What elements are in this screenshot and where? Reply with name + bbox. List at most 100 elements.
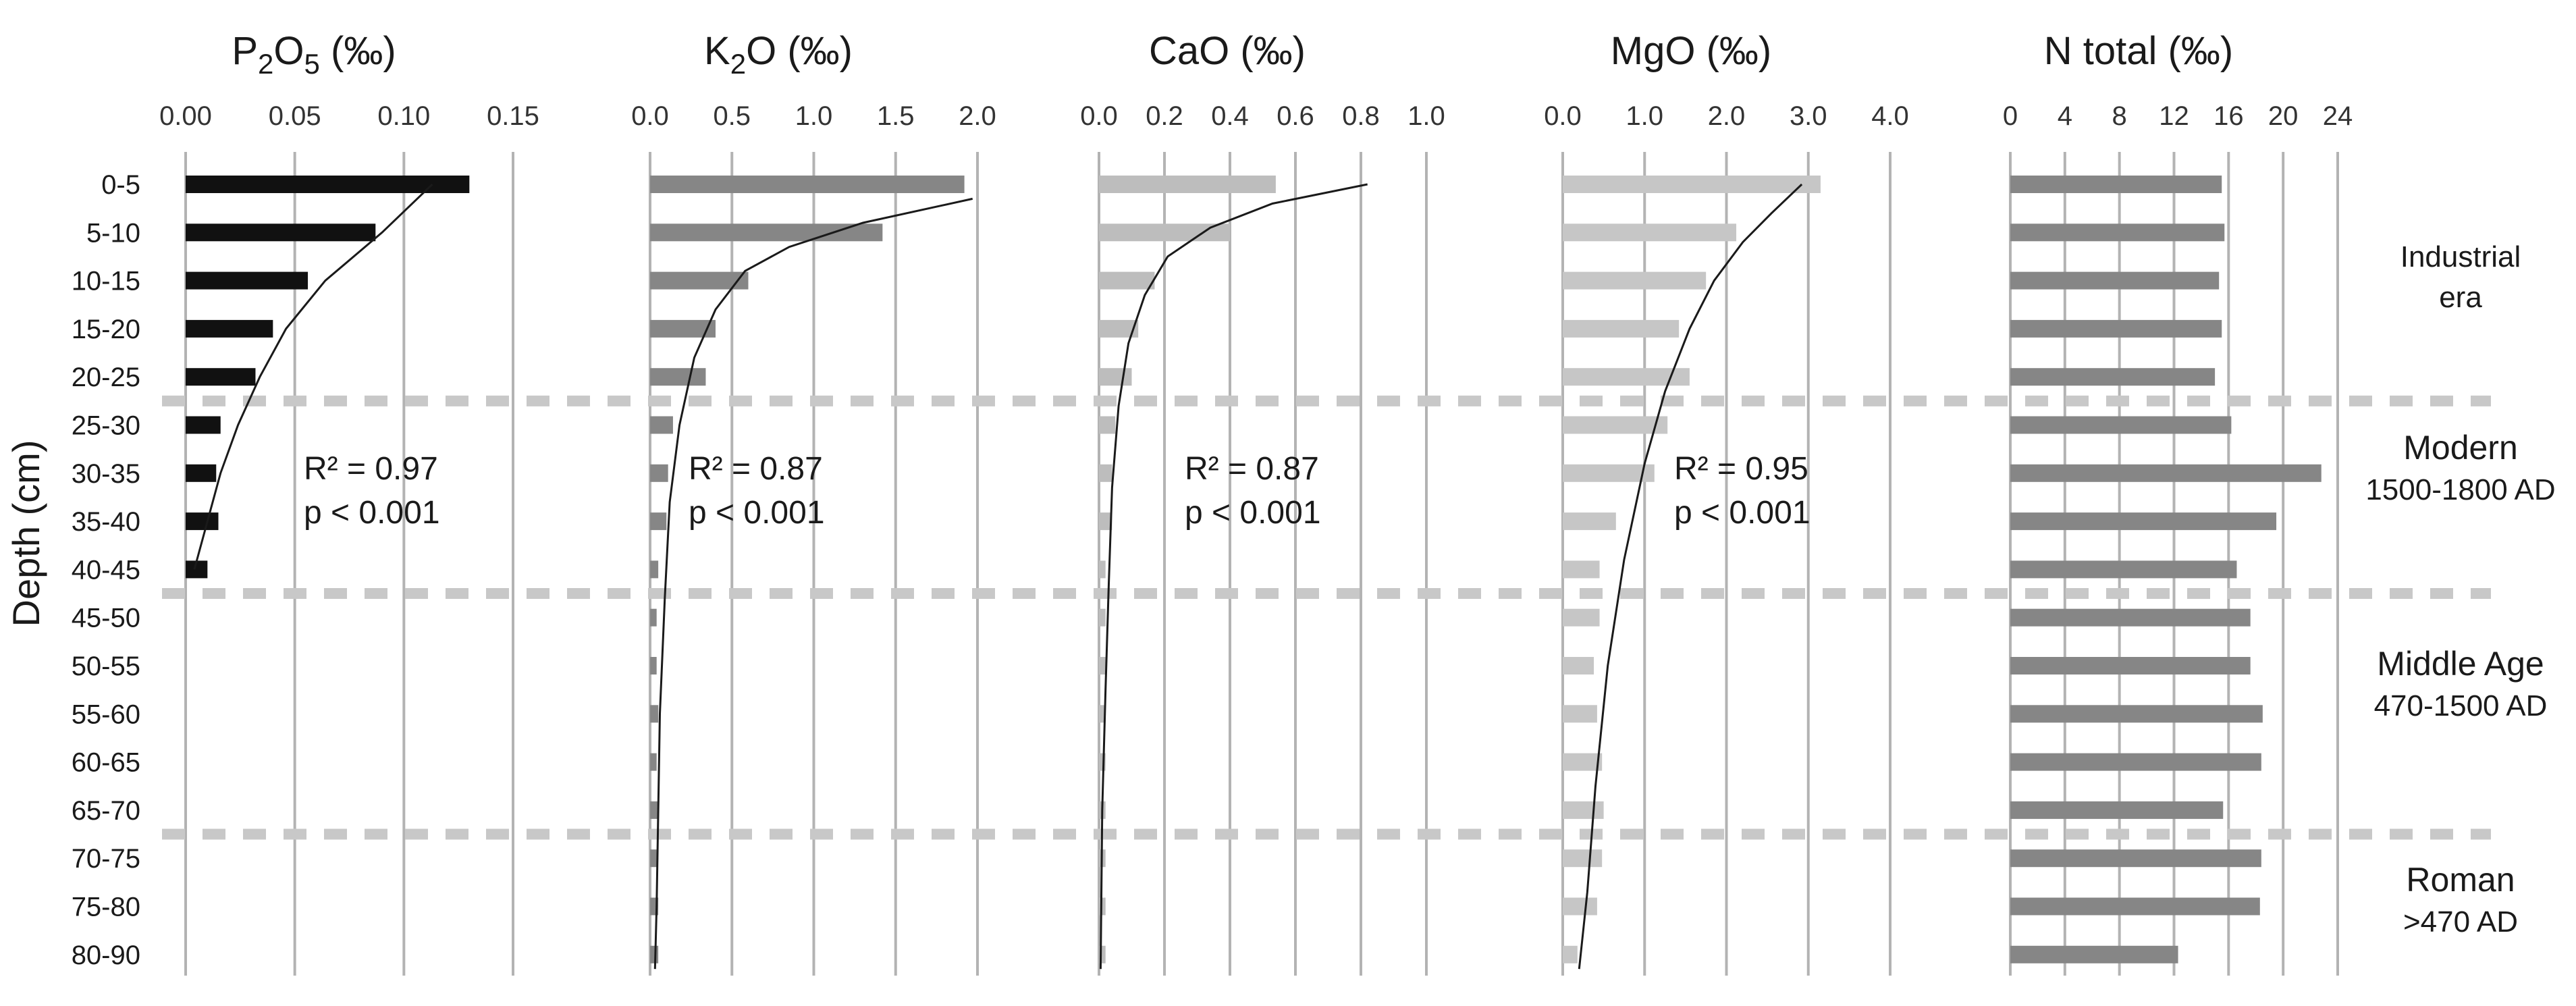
mgo-r-squared: R² = 0.95	[1674, 451, 1808, 487]
cao-tick-label: 0.0	[1080, 101, 1118, 131]
mgo-bar	[1563, 897, 1597, 916]
p2o5-fit-curve	[193, 183, 433, 570]
ntotal-title-part: N total	[2044, 29, 2157, 73]
ntotal-bar	[2010, 176, 2222, 193]
p2o5-bar	[186, 319, 273, 338]
p2o5-title-subscript: 5	[304, 48, 320, 80]
k2o-fit-curve	[653, 197, 973, 970]
ntotal-tick-label: 24	[2323, 101, 2353, 131]
period-label-name: Modern	[2403, 429, 2518, 467]
k2o-bar	[650, 945, 659, 963]
k2o-tick-label: 1.0	[795, 101, 833, 131]
mgo-tick-label: 1.0	[1626, 101, 1663, 131]
k2o-title-part: K	[704, 29, 730, 73]
mgo-bar	[1563, 705, 1597, 723]
k2o-tick-label: 0.0	[631, 101, 669, 131]
bar-layer	[186, 176, 2322, 963]
period-label-range: 470-1500 AD	[2374, 689, 2548, 722]
k2o-bar	[650, 705, 659, 723]
cao-tick-label: 0.6	[1277, 101, 1314, 131]
ntotal-bar	[2010, 801, 2224, 819]
k2o-bar	[650, 608, 657, 627]
p2o5-title-part: P	[232, 29, 258, 73]
mgo-bar	[1563, 945, 1578, 963]
period-label-name: Roman	[2406, 861, 2515, 899]
cao-tick-label: 0.4	[1211, 101, 1249, 131]
ntotal-tick-label: 4	[2058, 101, 2072, 131]
cao-bar	[1099, 753, 1106, 771]
ntotal-bar	[2010, 271, 2220, 290]
p2o5-tick-label: 0.10	[377, 101, 430, 131]
cao-tick-label: 0.8	[1342, 101, 1380, 131]
k2o-bar	[650, 368, 706, 386]
cao-bar	[1099, 560, 1106, 579]
cao-title: CaO (‰)	[1149, 29, 1306, 73]
p2o5-title-part: (‰)	[320, 29, 396, 73]
ntotal-bar	[2010, 223, 2225, 242]
k2o-bar	[650, 753, 657, 771]
p2o5-bar	[186, 512, 219, 531]
k2o-title-subscript: 2	[730, 48, 746, 80]
k2o-bar	[650, 223, 883, 242]
p2o5-title-part: O	[273, 29, 304, 73]
p2o5-title-subscript: 2	[258, 48, 273, 80]
mgo-tick-label: 0.0	[1544, 101, 1582, 131]
mgo-tick-label: 4.0	[1871, 101, 1909, 131]
k2o-title-part: O	[746, 29, 776, 73]
k2o-tick-label: 0.5	[713, 101, 751, 131]
mgo-bar	[1563, 801, 1604, 819]
ntotal-title-part: (‰)	[2157, 29, 2233, 73]
p2o5-tick-label: 0.05	[269, 101, 321, 131]
k2o-bar	[650, 319, 716, 338]
cao-bar	[1099, 416, 1116, 434]
mgo-fit-curve	[1578, 183, 1803, 970]
k2o-bar	[650, 512, 667, 531]
p2o5-tick-label: 0.00	[159, 101, 212, 131]
depth-label: 5-10	[86, 218, 140, 248]
ntotal-title: N total (‰)	[2044, 29, 2233, 73]
period-label-range: 1500-1800 AD	[2365, 473, 2555, 506]
ntotal-bar	[2010, 849, 2261, 868]
depth-label: 10-15	[72, 267, 140, 296]
depth-label: 45-50	[72, 604, 140, 633]
ntotal-bar	[2010, 753, 2261, 771]
mgo-bar	[1563, 608, 1600, 627]
p2o5-title: P2O5 (‰)	[232, 29, 396, 80]
ntotal-bar	[2010, 560, 2237, 579]
depth-label: 20-25	[72, 363, 140, 392]
ntotal-tick-label: 12	[2159, 101, 2189, 131]
mgo-bar	[1563, 560, 1600, 579]
fit-curves	[193, 183, 1803, 970]
ntotal-bar	[2010, 416, 2232, 434]
cao-bar	[1099, 512, 1112, 531]
ntotal-tick-label: 20	[2268, 101, 2299, 131]
depth-label: 40-45	[72, 555, 140, 585]
k2o-bar	[650, 849, 657, 868]
cao-tick-label: 1.0	[1407, 101, 1445, 131]
ntotal-bar	[2010, 464, 2322, 482]
mgo-bar	[1563, 464, 1655, 482]
cao-bar	[1099, 176, 1276, 193]
cao-bar	[1099, 657, 1106, 674]
period-label-name: Industrial	[2400, 240, 2521, 273]
p2o5-bar	[186, 223, 376, 242]
ntotal-bar	[2010, 945, 2178, 963]
period-label-range: era	[2439, 281, 2482, 314]
depth-label: 50-55	[72, 652, 140, 681]
ntotal-tick-label: 16	[2213, 101, 2244, 131]
cao-bar	[1099, 608, 1106, 627]
depth-label: 30-35	[72, 459, 140, 489]
depth-label: 0-5	[101, 170, 140, 200]
k2o-p-value: p < 0.001	[689, 495, 825, 531]
mgo-bar	[1563, 271, 1707, 290]
mgo-title-part: (‰)	[1695, 29, 1771, 73]
cao-title-part: CaO	[1149, 29, 1229, 73]
mgo-bar	[1563, 512, 1616, 531]
cao-bar	[1099, 945, 1106, 963]
mgo-tick-label: 3.0	[1790, 101, 1827, 131]
p2o5-bar	[186, 271, 308, 290]
mgo-bar	[1563, 753, 1603, 771]
k2o-title-part: (‰)	[776, 29, 853, 73]
period-label-range: >470 AD	[2403, 905, 2518, 938]
